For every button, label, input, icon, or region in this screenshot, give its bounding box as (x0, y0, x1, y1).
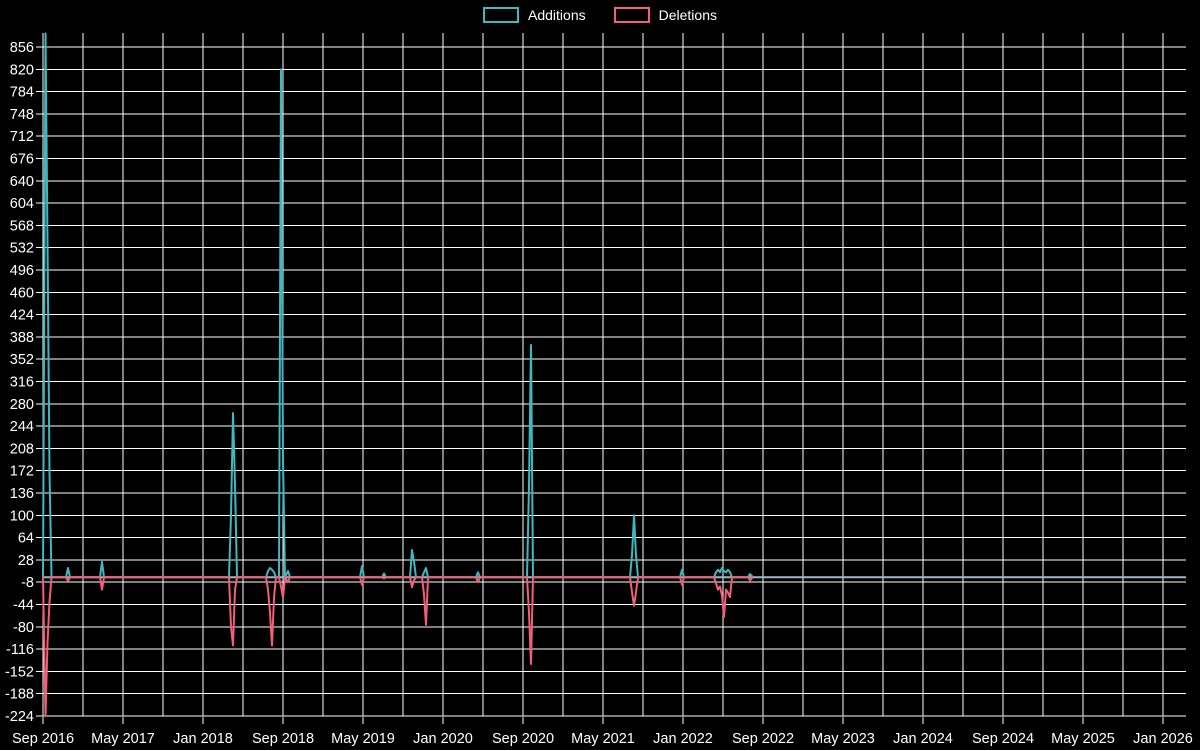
y-axis-label: 820 (10, 62, 34, 78)
y-axis-label: 712 (10, 129, 34, 145)
y-axis-label: 352 (10, 352, 34, 368)
y-axis-label: 136 (10, 486, 34, 502)
y-axis-label: 244 (10, 419, 34, 435)
x-axis-label: May 2017 (91, 731, 155, 747)
y-axis-label: 748 (10, 107, 34, 123)
legend: Additions Deletions (0, 7, 1200, 23)
y-axis-label: 568 (10, 218, 34, 234)
legend-label-additions: Additions (528, 7, 586, 23)
x-axis-label: Sep 2016 (12, 731, 74, 747)
y-axis-label: 280 (10, 397, 34, 413)
y-axis-label: -8 (21, 575, 34, 591)
y-axis-label: 316 (10, 375, 34, 391)
y-axis-label: 388 (10, 330, 34, 346)
y-axis-label: 640 (10, 174, 34, 190)
x-axis-label: Jan 2026 (1133, 731, 1193, 747)
x-axis-label: Sep 2024 (972, 731, 1034, 747)
x-axis-label: Jan 2024 (893, 731, 953, 747)
y-axis-label: -224 (5, 709, 34, 725)
y-axis-label: 496 (10, 263, 34, 279)
y-axis-label: -44 (13, 598, 34, 614)
y-axis-label: -152 (5, 664, 34, 680)
y-axis-label: 100 (10, 508, 34, 524)
y-axis-label: 208 (10, 441, 34, 457)
legend-label-deletions: Deletions (658, 7, 717, 23)
y-axis-label: 64 (18, 531, 34, 547)
deletions-line (42, 576, 754, 717)
additions-line (42, 32, 754, 579)
x-axis-label: May 2019 (331, 731, 395, 747)
x-axis-label: Sep 2018 (252, 731, 314, 747)
legend-item-additions[interactable]: Additions (483, 7, 586, 23)
y-axis-label: 676 (10, 152, 34, 168)
y-axis-label: 172 (10, 464, 34, 480)
y-axis-label: 28 (18, 553, 34, 569)
y-axis-label: 856 (10, 40, 34, 56)
deletions-swatch-icon (613, 7, 650, 23)
y-axis-label: 604 (10, 196, 34, 212)
x-axis-label: Sep 2022 (732, 731, 794, 747)
legend-item-deletions[interactable]: Deletions (613, 7, 717, 23)
x-axis-label: May 2023 (811, 731, 875, 747)
x-axis-label: Sep 2020 (492, 731, 554, 747)
y-axis-label: -116 (6, 642, 34, 658)
x-axis-label: May 2021 (571, 731, 635, 747)
x-axis-label: Jan 2020 (413, 731, 473, 747)
y-axis-label: -80 (13, 620, 34, 636)
x-axis-label: Jan 2018 (173, 731, 233, 747)
additions-swatch-icon (483, 7, 520, 23)
x-axis-label: May 2025 (1051, 731, 1115, 747)
x-axis-label: Jan 2022 (653, 731, 713, 747)
y-axis-label: -188 (5, 687, 34, 703)
y-axis-label: 532 (10, 241, 34, 257)
y-axis-label: 784 (10, 85, 34, 101)
y-axis-label: 460 (10, 285, 34, 301)
y-axis-label: 424 (10, 308, 34, 324)
